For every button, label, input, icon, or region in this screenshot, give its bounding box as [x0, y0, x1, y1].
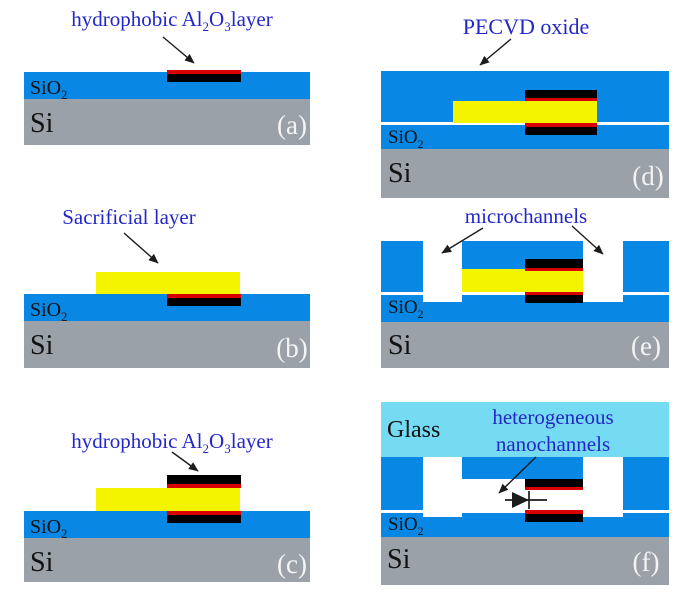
pecvd-oxide-block-right: [623, 457, 669, 510]
sio2-label: SiO2: [388, 514, 424, 538]
arrow-d: [479, 38, 512, 66]
panel-tag-b: (b): [276, 333, 308, 363]
si-substrate: [381, 149, 669, 198]
sio2-label: SiO2: [30, 77, 68, 102]
annotation-microchannels: microchannels: [464, 204, 588, 228]
panel-tag-a: (a): [277, 110, 307, 140]
sio2-label: SiO2: [388, 297, 424, 321]
al2o3-black-film-top: [525, 259, 583, 268]
al2o3-black-film: [167, 298, 241, 306]
glass-label: Glass: [387, 417, 441, 443]
sio2-label: SiO2: [388, 127, 424, 151]
al2o3-red-film-bottom: [525, 123, 597, 127]
sacrificial-layer: [96, 272, 240, 294]
al2o3-red-film-bottom: [525, 510, 583, 514]
microchannel-right: [583, 241, 623, 302]
al2o3-black-film-bottom: [167, 515, 241, 523]
si-substrate: [24, 321, 310, 368]
al2o3-red-film-top: [525, 487, 583, 490]
si-label: Si: [388, 158, 412, 189]
annotation-pecvd-oxide: PECVD oxide: [462, 14, 590, 39]
si-label: Si: [30, 330, 54, 361]
channel-left: [423, 457, 462, 517]
al2o3-black-film-bottom: [525, 295, 583, 303]
panel-tag-e: (e): [631, 331, 661, 361]
pecvd-oxide-block-center: [462, 457, 583, 479]
panel-tag-d: (d): [632, 161, 664, 191]
si-label: Si: [30, 547, 54, 578]
annotation-sacrificial-layer: Sacrificial layer: [62, 205, 196, 229]
pecvd-oxide-block-right: [623, 241, 669, 292]
si-label: Si: [387, 544, 411, 575]
annotation-heterogeneous-nanochannels: heterogeneous nanochannels: [492, 405, 614, 456]
al2o3-black-film-top: [525, 90, 597, 98]
al2o3-red-film: [167, 70, 241, 74]
al2o3-red-film: [167, 294, 241, 298]
si-substrate: [381, 537, 669, 585]
arrow-a: [162, 36, 195, 64]
panel-tag-c: (c): [277, 549, 307, 579]
al2o3-black-film: [167, 74, 241, 82]
annotation-hydrophobic-al2o3: hydrophobic Al2O3layer: [71, 429, 273, 457]
al2o3-red-film-bottom: [167, 511, 241, 515]
al2o3-red-film-top: [525, 268, 583, 271]
al2o3-red-film-bottom: [525, 292, 583, 295]
arrow-b: [123, 232, 159, 264]
sacrificial-layer: [462, 269, 583, 292]
sio2-label: SiO2: [30, 299, 68, 324]
al2o3-black-film-top: [167, 475, 241, 484]
panel-tag-f: (f): [632, 547, 660, 577]
sio2-label: SiO2: [30, 516, 68, 541]
al2o3-red-film-top: [525, 98, 597, 101]
nanochannel-junction-marker: [505, 491, 547, 509]
si-substrate: [381, 322, 669, 368]
si-label: Si: [388, 330, 412, 361]
si-label: Si: [30, 108, 54, 139]
al2o3-black-film-bottom: [525, 127, 597, 135]
al2o3-black-film-top: [525, 479, 583, 487]
al2o3-red-film-top: [167, 484, 241, 488]
annotation-hydrophobic-al2o3: hydrophobic Al2O3layer: [71, 7, 273, 35]
si-substrate: [24, 99, 310, 145]
glass-layer: [381, 402, 669, 457]
sacrificial-layer: [96, 488, 240, 511]
sacrificial-layer: [453, 101, 597, 123]
al2o3-black-film-bottom: [525, 514, 583, 522]
arrow-c: [171, 451, 199, 472]
si-substrate: [24, 538, 310, 582]
channel-right: [583, 457, 623, 517]
microchannel-left: [423, 241, 462, 302]
pecvd-oxide-block-left: [381, 241, 423, 292]
pecvd-oxide-block-left: [381, 457, 423, 510]
